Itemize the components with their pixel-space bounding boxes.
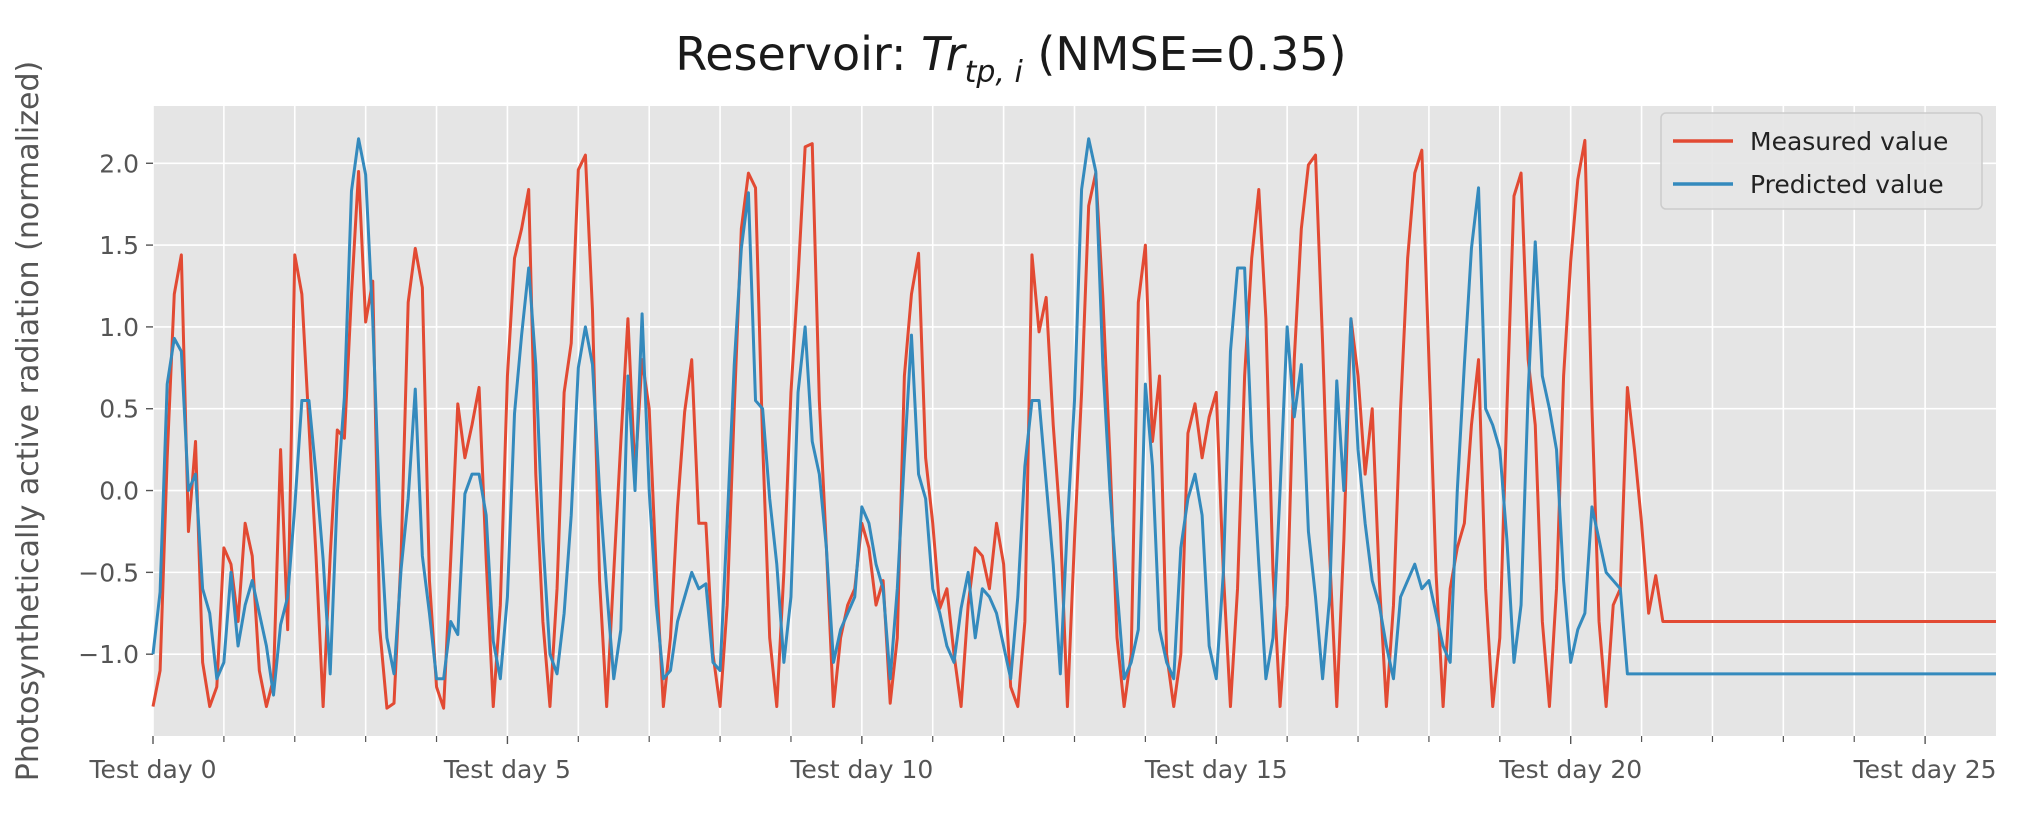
y-tick-label: −0.5 [78,558,139,587]
x-tick-label: Test day 0 [88,755,216,784]
title-suffix: (NMSE=0.35) [1023,27,1347,81]
y-tick-label: 1.5 [99,231,139,260]
title-main: Reservoir: [675,27,921,81]
legend-box [1660,112,1983,210]
series-lines [151,137,1996,710]
y-tick-label: 1.0 [99,313,139,342]
x-tick-label: Test day 20 [1498,755,1642,784]
legend-label-measured: Measured value [1750,127,1948,156]
x-tick-label: Test day 15 [1144,755,1288,784]
y-tick-label: 0.5 [99,395,139,424]
y-tick-label: 0.0 [99,477,139,506]
chart-title: Reservoir: Trtp, i (NMSE=0.35) [675,27,1346,90]
legend: Measured value Predicted value [1660,112,1983,210]
x-tick-label: Test day 5 [443,755,571,784]
y-tick-label: 2.0 [99,149,139,178]
series-predicted-line [151,137,1996,697]
legend-label-predicted: Predicted value [1750,170,1944,199]
x-tick-label: Test day 25 [1853,755,1997,784]
series-measured-line [151,138,1996,710]
x-tick-label: Test day 10 [789,755,933,784]
title-symbol: Tr [921,27,968,81]
x-tick-labels: Test day 0 Test day 5 Test day 10 Test day … [88,736,1997,784]
y-tick-label: −1.0 [78,640,139,669]
y-axis-label: Photosynthetically active radiation (nor… [11,61,46,781]
title-subscript: tp, i [965,55,1024,90]
y-tick-labels: −1.0 −0.5 0.0 0.5 1.0 1.5 2.0 [78,149,153,669]
